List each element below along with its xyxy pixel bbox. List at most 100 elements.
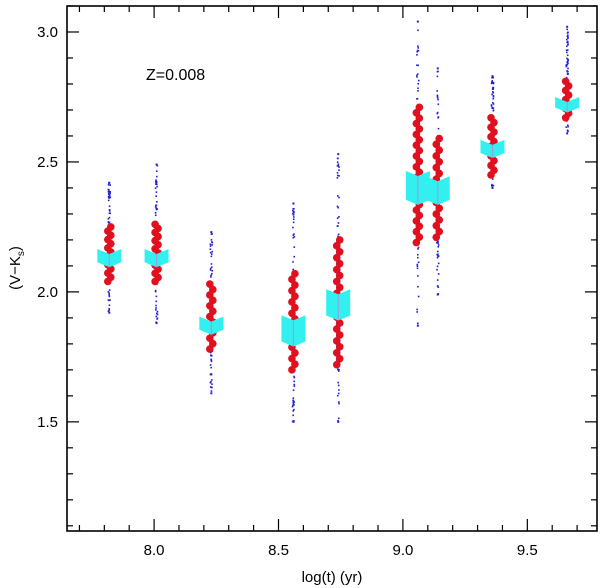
blue-point	[567, 37, 569, 40]
red-point	[291, 269, 299, 278]
blue-point	[154, 214, 157, 217]
red-point	[432, 233, 441, 242]
blue-point	[154, 212, 157, 214]
blue-point	[417, 295, 420, 298]
blue-point	[436, 250, 439, 253]
y-tick-label: 1.5	[37, 414, 58, 431]
blue-point	[566, 71, 569, 73]
blue-point	[209, 386, 212, 388]
blue-point	[417, 79, 420, 82]
red-point	[335, 236, 344, 244]
blue-point	[209, 267, 212, 270]
axis-tick-labels: 8.0 8.5 9.0 9.5 1.5 2.0 2.5 3.0	[37, 24, 538, 559]
blue-point	[565, 45, 568, 48]
blue-point	[109, 299, 111, 301]
blue-point	[567, 67, 569, 70]
blue-point	[211, 272, 213, 275]
blue-point	[566, 54, 569, 57]
blue-point	[293, 255, 296, 258]
blue-point	[155, 170, 158, 173]
blue-point	[210, 354, 212, 357]
blue-point	[211, 383, 213, 385]
blue-point	[210, 373, 212, 376]
blue-point	[156, 183, 158, 186]
blue-point	[292, 401, 295, 404]
blue-point	[437, 242, 439, 244]
blue-point	[491, 75, 494, 78]
blue-point	[416, 76, 418, 78]
blue-point	[292, 212, 294, 215]
blue-point	[565, 126, 568, 129]
blue-point	[490, 104, 493, 106]
blue-point	[210, 255, 213, 258]
blue-point	[492, 76, 495, 79]
blue-point	[338, 169, 340, 171]
blue-point	[436, 95, 439, 98]
blue-point	[565, 49, 568, 52]
blue-point	[417, 82, 420, 85]
red-point	[288, 354, 296, 363]
blue-point	[567, 58, 569, 61]
blue-point	[109, 212, 112, 215]
blue-point	[108, 197, 111, 199]
red-point	[435, 227, 444, 236]
blue-point	[436, 75, 439, 78]
blue-point	[155, 300, 158, 303]
blue-point	[437, 127, 440, 130]
red-point	[335, 354, 344, 363]
blue-point	[107, 190, 110, 193]
blue-point	[417, 45, 419, 47]
blue-point	[337, 225, 339, 227]
blue-point	[566, 57, 568, 60]
blue-point	[437, 244, 440, 246]
blue-point	[566, 61, 568, 64]
blue-point	[336, 205, 339, 208]
blue-point	[154, 187, 157, 190]
blue-point	[337, 392, 340, 395]
blue-point	[437, 255, 439, 257]
blue-point	[337, 153, 340, 156]
blue-point	[436, 112, 439, 115]
blue-point	[109, 184, 111, 186]
blue-point	[491, 183, 493, 186]
blue-point	[108, 292, 110, 295]
blue-point	[417, 246, 420, 249]
x-tick-label: 8.5	[268, 542, 289, 559]
blue-point	[155, 175, 158, 178]
blue-point	[416, 324, 419, 327]
blue-point	[210, 233, 213, 235]
blue-point	[416, 73, 419, 76]
blue-point	[417, 256, 419, 259]
y-tick-label: 3.0	[37, 24, 58, 41]
blue-point	[293, 211, 295, 214]
red-point	[291, 303, 299, 312]
blue-point	[437, 98, 439, 101]
blue-point	[107, 291, 110, 293]
blue-point	[437, 273, 440, 275]
blue-point	[107, 184, 110, 186]
blue-point	[155, 179, 157, 181]
blue-point	[292, 216, 295, 218]
age-cluster	[281, 202, 306, 423]
blue-point	[108, 193, 110, 196]
blue-point	[156, 317, 159, 320]
blue-point	[155, 322, 158, 325]
blue-point	[209, 251, 212, 254]
blue-point	[209, 243, 212, 246]
blue-point	[154, 205, 157, 208]
blue-point	[293, 207, 295, 210]
blue-point	[336, 157, 339, 160]
blue-point	[566, 40, 569, 43]
blue-point	[292, 226, 294, 229]
blue-point	[437, 245, 440, 248]
red-point	[435, 146, 444, 154]
blue-point	[292, 213, 295, 216]
red-point	[435, 204, 444, 213]
blue-point	[293, 401, 296, 403]
blue-point	[108, 304, 111, 307]
blue-point	[436, 90, 438, 92]
blue-point	[108, 311, 111, 314]
blue-point	[210, 380, 212, 383]
blue-point	[416, 54, 418, 56]
blue-point	[492, 95, 495, 98]
